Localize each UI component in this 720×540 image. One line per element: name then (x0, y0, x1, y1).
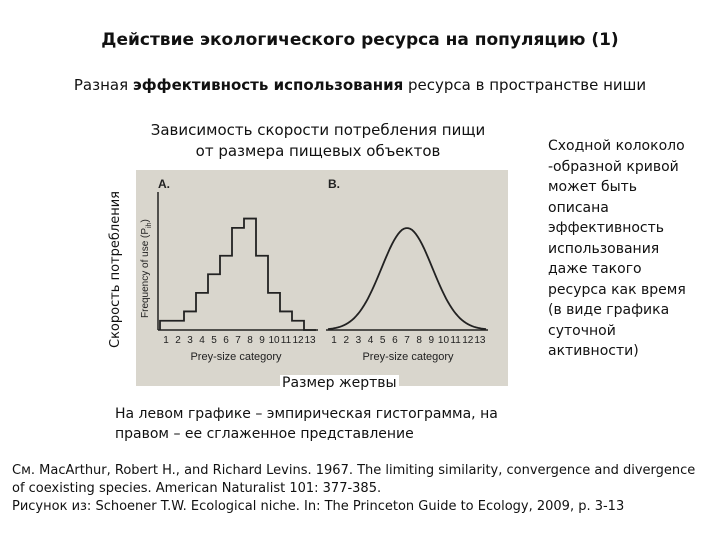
panel-a-bar-4 (196, 293, 208, 330)
panel-b-tick-label: 4 (368, 335, 374, 346)
panel-b-tick-label: 1 (331, 335, 337, 346)
panel-a-bar-5 (208, 274, 220, 330)
slide-subtitle: Разная эффективность использования ресур… (0, 76, 720, 94)
panel-a-label: A. (158, 177, 170, 191)
panel-b-tick-label: 12 (462, 335, 474, 346)
reference-line-2: of coexisting species. American Naturali… (12, 481, 382, 496)
panel-a-tick-label: 7 (235, 335, 241, 346)
panel-b-tick-label: 5 (380, 335, 386, 346)
reference-line-1: См. MacArthur, Robert H., and Richard Le… (12, 463, 696, 478)
panel-a-tick-label: 2 (175, 335, 181, 346)
panel-b-tick-labels: 1 2 3 4 5 6 7 8 9 10 11 12 13 (331, 335, 486, 346)
panel-a-tick-label: 4 (199, 335, 205, 346)
panel-a-tick-labels: 1 2 3 4 5 6 7 8 9 10 11 12 13 (163, 335, 316, 346)
x-axis-outer-label: Размер жертвы (280, 375, 399, 391)
panel-a-tick-label: 10 (268, 335, 280, 346)
panel-a-bar-6 (220, 256, 232, 330)
panel-a-y-axis-label-main: Frequency of use (P (140, 228, 151, 318)
chart-heading-line-1: Зависимость скорости потребления пищи (150, 121, 486, 139)
panel-b-bell-curve (327, 227, 487, 331)
panel-b-tick-label: 7 (404, 335, 410, 346)
panel-a-histogram-outline (159, 217, 316, 331)
panel-b-tick-label: 3 (356, 335, 362, 346)
panel-a-y-axis-label-sub: ih (146, 222, 153, 228)
slide-title: Действие экологического ресурса на попул… (101, 30, 619, 50)
panel-a-tick-label: 3 (187, 335, 193, 346)
y-axis-outer-label: Скорость потребления (108, 191, 123, 348)
panel-a-bar-11 (280, 311, 292, 330)
chart-heading-line-2: от размера пищевых объектов (195, 142, 441, 160)
panel-b-tick-label: 2 (343, 335, 349, 346)
references: См. MacArthur, Robert H., and Richard Le… (12, 462, 712, 516)
panel-a-bar-1 (160, 321, 172, 330)
panel-a-bar-7 (232, 228, 244, 330)
panel-b-tick-label: 10 (438, 335, 450, 346)
figure-caption: На левом графике – эмпирическая гистогра… (115, 406, 498, 442)
panel-b-x-axis-label: Prey-size category (362, 351, 454, 363)
reference-line-3: Рисунок из: Schoener T.W. Ecological nic… (12, 499, 625, 514)
panel-a-bar-2 (172, 321, 184, 330)
panel-a-tick-label: 9 (259, 335, 265, 346)
panel-a-bar-9 (256, 256, 268, 330)
panel-b-tick-label: 11 (450, 335, 461, 346)
panel-a-tick-label: 6 (223, 335, 229, 346)
panel-a-tick-label: 8 (247, 335, 253, 346)
panel-a-tick-label: 13 (304, 335, 316, 346)
panel-b-tick-label: 8 (416, 335, 422, 346)
panel-a-tick-label: 12 (292, 335, 304, 346)
subtitle-emphasis: эффективность использования (132, 76, 404, 94)
panel-a-tick-label: 5 (211, 335, 217, 346)
panel-b: B. 1 2 3 4 5 6 7 8 9 10 11 12 13 Prey-size category (326, 177, 488, 363)
subtitle-start: Разная (73, 76, 133, 94)
figure-background (136, 170, 508, 386)
chart-heading: Зависимость скорости потребления пищи от… (118, 120, 518, 162)
panel-b-label: B. (328, 177, 340, 191)
panel-a-tick-label: 11 (281, 335, 292, 346)
subtitle-end: ресурса в пространстве ниши (403, 76, 647, 94)
panel-b-tick-label: 6 (392, 335, 398, 346)
panel-b-tick-label: 13 (474, 335, 486, 346)
panel-b-tick-label: 9 (429, 335, 435, 346)
panel-a-bar-12 (292, 321, 304, 330)
side-note: Сходной колоколо -образной кривой может … (548, 138, 686, 359)
panel-a-bar-8 (244, 219, 256, 330)
figure-image: A. Frequency of use (Pih) 1 2 3 4 5 6 7 8 9 10 11 1… (136, 170, 508, 386)
panel-a-y-axis-label: Frequency of use (Pih) (140, 219, 153, 318)
figure-svg: A. Frequency of use (Pih) 1 2 3 4 5 6 7 8 9 10 11 1… (136, 170, 508, 386)
panel-a-bar-10 (268, 293, 280, 330)
panel-a-tick-label: 1 (163, 335, 169, 346)
panel-a: A. Frequency of use (Pih) 1 2 3 4 5 6 7 8 9 10 11 1… (140, 177, 318, 363)
panel-a-y-axis-label-close: ) (140, 219, 151, 222)
panel-a-x-axis-label: Prey-size category (190, 351, 282, 363)
panel-a-bar-3 (184, 311, 196, 330)
